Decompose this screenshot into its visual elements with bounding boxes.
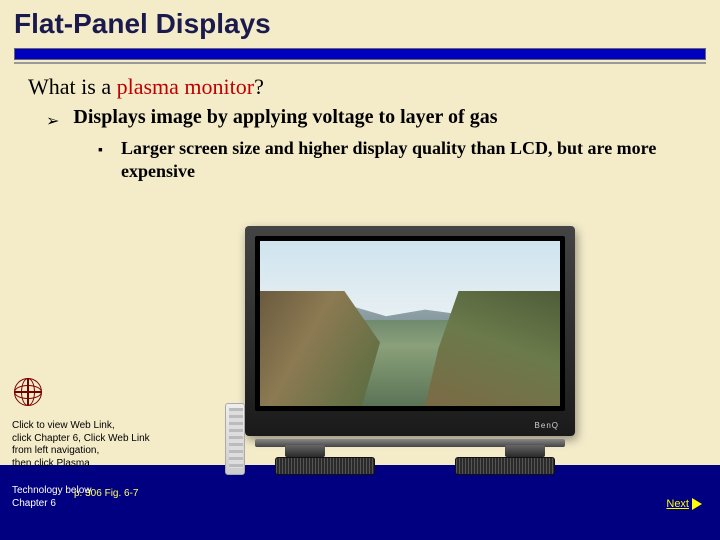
tv-remote <box>225 403 245 475</box>
plasma-tv-image: BenQ <box>225 218 595 483</box>
page-reference: p. 306 Fig. 6-7 <box>74 488 138 499</box>
title-bar: Flat-Panel Displays <box>0 0 720 44</box>
divider <box>0 48 720 64</box>
subtitle-suffix: ? <box>254 74 264 99</box>
subtitle: What is a plasma monitor? <box>28 74 696 100</box>
bullet-level2: ▪ Larger screen size and higher display … <box>98 137 696 182</box>
bullet-level1: ➢ Displays image by applying voltage to … <box>46 106 696 131</box>
arrow-right-icon <box>692 498 702 510</box>
next-button[interactable]: Next <box>666 498 702 510</box>
tv-brand-label: BenQ <box>535 421 559 430</box>
globe-parallel <box>14 385 42 399</box>
slide-title: Flat-Panel Displays <box>14 8 706 40</box>
globe-icon[interactable] <box>14 378 42 406</box>
tv-foot-left <box>285 445 325 457</box>
tv-frame: BenQ <box>245 226 575 436</box>
arrow-bullet-icon: ➢ <box>46 111 59 131</box>
bullet1-text: Displays image by applying voltage to la… <box>73 106 497 129</box>
next-label: Next <box>666 498 689 510</box>
weblink-line: from left navigation, <box>12 445 202 458</box>
weblink-line: click Chapter 6, Click Web Link <box>12 433 202 446</box>
weblink-line: then click Plasma <box>12 458 202 471</box>
tv-screen <box>260 241 560 406</box>
weblink-instructions: Click to view Web Link, click Chapter 6,… <box>12 420 202 470</box>
tv-speaker-right <box>455 457 555 475</box>
subtitle-keyword: plasma monitor <box>117 74 254 99</box>
weblink-line: Click to view Web Link, <box>12 420 202 433</box>
divider-thick <box>14 48 706 60</box>
tv-speaker-left <box>275 457 375 475</box>
subtitle-prefix: What is a <box>28 74 117 99</box>
weblink-line: Chapter 6 <box>12 498 202 511</box>
square-bullet-icon: ▪ <box>98 141 103 157</box>
tv-foot-right <box>505 445 545 457</box>
tv-bezel <box>255 236 565 411</box>
bullet2-text: Larger screen size and higher display qu… <box>121 137 696 182</box>
slide-body: What is a plasma monitor? ➢ Displays ima… <box>0 64 720 182</box>
globe-meridian <box>21 378 35 406</box>
